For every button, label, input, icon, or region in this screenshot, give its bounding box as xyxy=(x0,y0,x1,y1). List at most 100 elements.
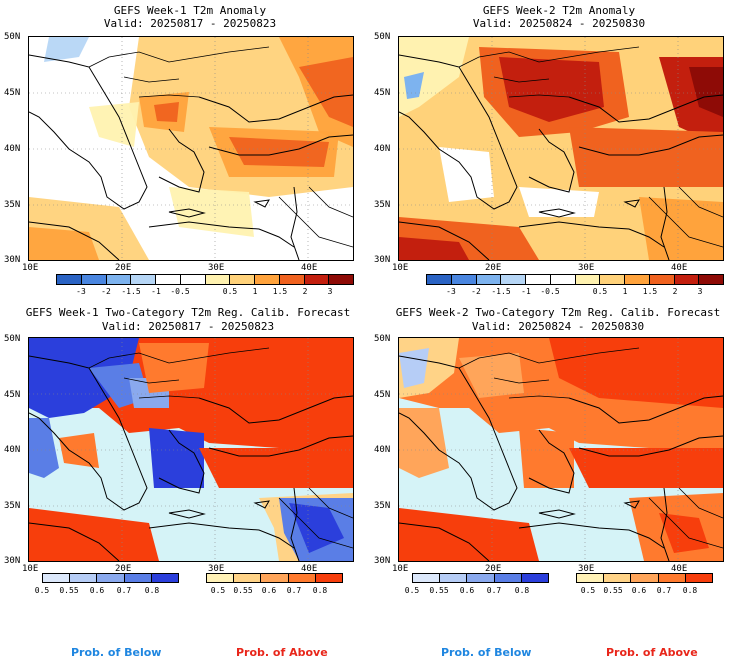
colorbar-label: 0.5 xyxy=(222,287,238,296)
borders xyxy=(88,347,353,549)
colorbar-label: -0.5 xyxy=(170,287,190,296)
lat-label: 30N xyxy=(374,556,391,566)
lat-label: 50N xyxy=(4,334,21,344)
panel-valid-dates: Valid: 20250824 - 20250830 xyxy=(471,320,645,333)
borders xyxy=(458,46,723,248)
panel-week1-probability: GEFS Week-1 Two-Category T2m Reg. Calib.… xyxy=(0,300,370,662)
colorbar-label: -1 xyxy=(521,287,531,296)
colorbar-label: -1.5 xyxy=(491,287,511,296)
colorbar-label: -0.5 xyxy=(540,287,560,296)
borders xyxy=(88,46,353,248)
lon-label: 20E xyxy=(115,263,132,273)
probability-map-week1 xyxy=(28,337,354,562)
colorbar-label: 1.5 xyxy=(272,287,288,296)
lon-label: 40E xyxy=(301,564,318,574)
colorbar-label: 0.55 xyxy=(233,586,253,595)
panel-week2-anomaly: GEFS Week-2 T2m Anomaly Valid: 20250824 … xyxy=(370,0,740,300)
lat-label: 45N xyxy=(374,390,391,400)
anomaly-shading xyxy=(29,37,353,260)
colorbar-label: 0.6 xyxy=(631,586,647,595)
colorbar-label: 0.5 xyxy=(210,586,226,595)
below-colorbar xyxy=(42,573,179,583)
colorbar-label: -3 xyxy=(446,287,456,296)
above-colorbar xyxy=(576,573,713,583)
colorbar-label: 2 xyxy=(672,287,678,296)
probability-map-week2 xyxy=(398,337,724,562)
prob-below-label: Prob. of Below xyxy=(441,646,532,659)
lon-label: 30E xyxy=(208,263,225,273)
colorbar-label: 0.7 xyxy=(486,586,502,595)
lat-label: 50N xyxy=(374,32,391,42)
lon-label: 30E xyxy=(208,564,225,574)
colorbar-label: 1.5 xyxy=(642,287,658,296)
lon-label: 40E xyxy=(671,263,688,273)
lat-label: 40N xyxy=(374,144,391,154)
colorbar-label: 1 xyxy=(252,287,258,296)
prob-above-label: Prob. of Above xyxy=(236,646,328,659)
panel-valid-dates: Valid: 20250817 - 20250823 xyxy=(103,17,277,30)
anomaly-colorbar xyxy=(426,274,724,285)
lon-label: 30E xyxy=(578,263,595,273)
panel-title: GEFS Week-2 T2m Anomaly xyxy=(482,4,636,17)
above-colorbar xyxy=(206,573,343,583)
lon-label: 40E xyxy=(671,564,688,574)
probability-shading xyxy=(399,338,723,561)
colorbar-label: 0.55 xyxy=(59,586,79,595)
lon-label: 20E xyxy=(485,564,502,574)
lat-label: 30N xyxy=(4,556,21,566)
colorbar-label: 0.8 xyxy=(682,586,698,595)
coastlines xyxy=(29,355,353,561)
panel-title: GEFS Week-2 Two-Category T2m Reg. Calib.… xyxy=(395,306,721,319)
colorbar-label: 0.8 xyxy=(514,586,530,595)
colorbar-label: 0.7 xyxy=(656,586,672,595)
colorbar-label: 0.8 xyxy=(144,586,160,595)
colorbar-label: -1 xyxy=(151,287,161,296)
colorbar-label: -2 xyxy=(101,287,111,296)
panel-valid-dates: Valid: 20250824 - 20250830 xyxy=(472,17,646,30)
colorbar-label: -2 xyxy=(471,287,481,296)
lon-label: 10E xyxy=(22,564,39,574)
lat-label: 50N xyxy=(4,32,21,42)
lat-label: 35N xyxy=(4,200,21,210)
lat-label: 35N xyxy=(374,200,391,210)
panel-title: GEFS Week-1 T2m Anomaly xyxy=(113,4,267,17)
probability-shading xyxy=(29,338,353,561)
prob-above-label: Prob. of Above xyxy=(606,646,698,659)
colorbar-label: 0.5 xyxy=(404,586,420,595)
lat-label: 45N xyxy=(4,390,21,400)
lon-label: 10E xyxy=(392,263,409,273)
anomaly-map-week2 xyxy=(398,36,724,261)
lon-label: 40E xyxy=(301,263,318,273)
colorbar-label: 3 xyxy=(327,287,333,296)
colorbar-label: 0.7 xyxy=(286,586,302,595)
colorbar-label: 1 xyxy=(622,287,628,296)
colorbar-label: -3 xyxy=(76,287,86,296)
lat-label: 30N xyxy=(374,255,391,265)
lat-label: 50N xyxy=(374,334,391,344)
lat-label: 45N xyxy=(4,88,21,98)
lon-label: 20E xyxy=(115,564,132,574)
colorbar-label: 2 xyxy=(302,287,308,296)
prob-below-label: Prob. of Below xyxy=(71,646,162,659)
lat-label: 40N xyxy=(4,445,21,455)
anomaly-shading xyxy=(399,37,723,260)
lat-label: 45N xyxy=(374,88,391,98)
below-colorbar xyxy=(412,573,549,583)
colorbar-label: -1.5 xyxy=(121,287,141,296)
panel-title: GEFS Week-1 Two-Category T2m Reg. Calib.… xyxy=(25,306,351,319)
lat-label: 40N xyxy=(374,445,391,455)
colorbar-label: 0.5 xyxy=(580,586,596,595)
panel-week1-anomaly: GEFS Week-1 T2m Anomaly Valid: 20250817 … xyxy=(0,0,370,300)
colorbar-label: 0.6 xyxy=(459,586,475,595)
lon-label: 10E xyxy=(22,263,39,273)
lon-label: 10E xyxy=(392,564,409,574)
colorbar-label: 0.6 xyxy=(261,586,277,595)
colorbar-label: 0.55 xyxy=(429,586,449,595)
colorbar-label: 0.7 xyxy=(116,586,132,595)
panel-week2-probability: GEFS Week-2 Two-Category T2m Reg. Calib.… xyxy=(370,300,740,662)
lat-label: 40N xyxy=(4,144,21,154)
lat-label: 30N xyxy=(4,255,21,265)
panel-valid-dates: Valid: 20250817 - 20250823 xyxy=(101,320,275,333)
colorbar-label: 0.5 xyxy=(34,586,50,595)
coastlines xyxy=(399,355,723,561)
